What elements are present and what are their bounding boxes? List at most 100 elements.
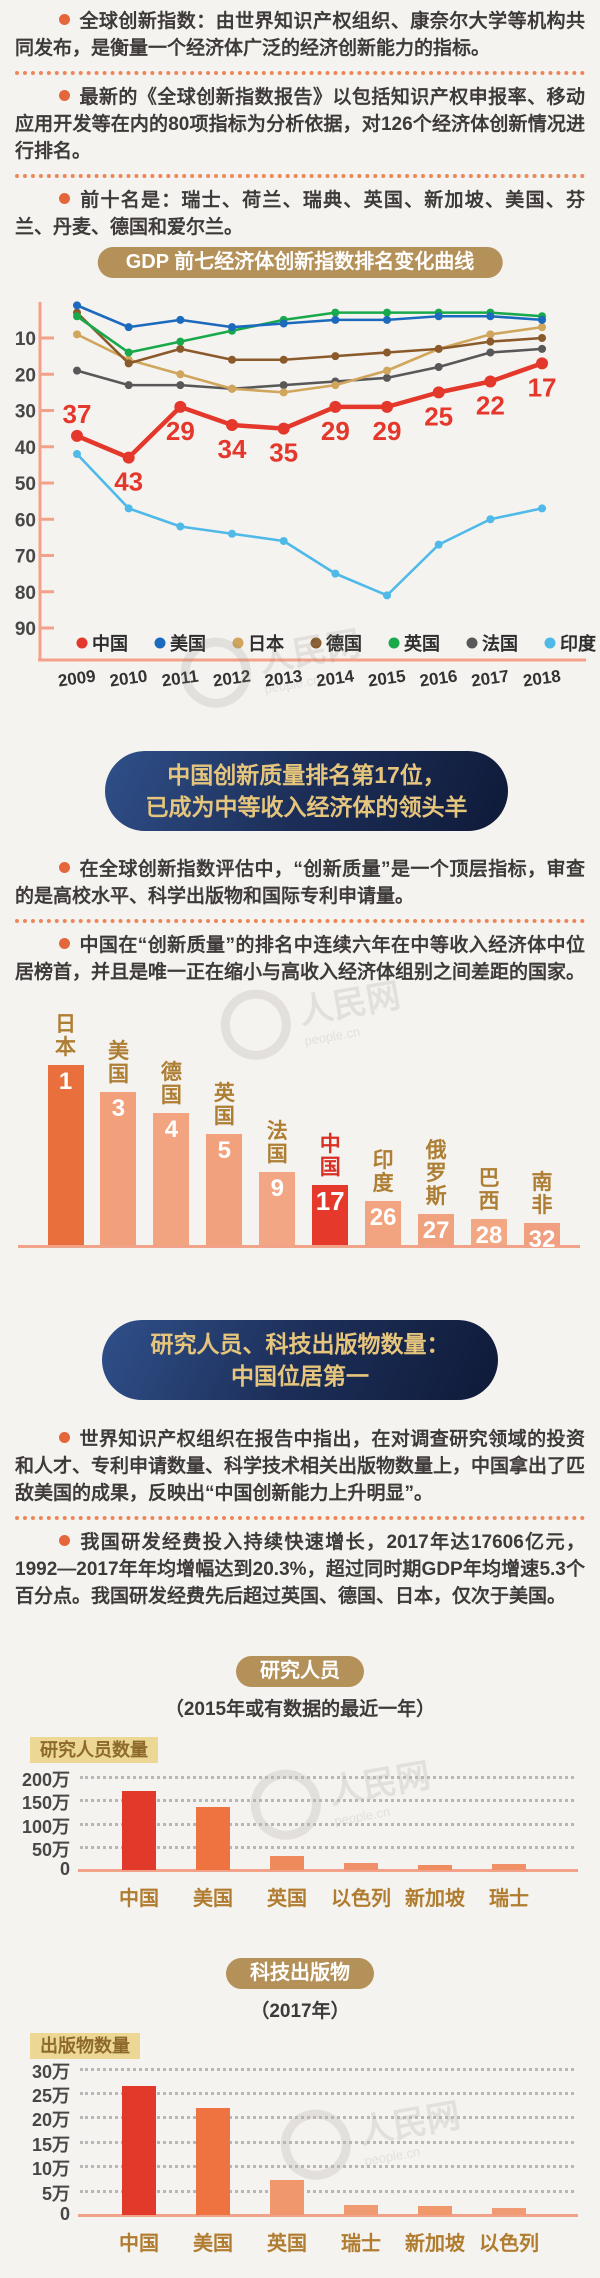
quality-chart-baseline (18, 1245, 580, 1248)
y-tick-label: 80 (15, 583, 36, 604)
intro-section: 全球创新指数：由世界知识产权组织、康奈尔大学等机构共同发布，是衡量一个经济体广泛… (15, 8, 585, 241)
data-point-中国 (381, 400, 394, 413)
x-label-中国: 中国 (119, 1888, 159, 1910)
data-point-日本 (228, 384, 237, 393)
quality-bar-法国: 9 (259, 1172, 296, 1245)
bar-以色列 (344, 1863, 378, 1870)
wipo-bullet-2-text: 我国研发经费投入持续快速增长，2017年达17606亿元，1992—2017年年… (15, 1532, 585, 1607)
data-point-法国 (434, 363, 443, 371)
legend-dot-印度 (544, 637, 556, 649)
bar-瑞士 (344, 2205, 378, 2215)
y-tick-label: 25万 (31, 2086, 70, 2106)
quality-rank-value: 26 (369, 1204, 397, 1231)
data-point-美国 (228, 323, 237, 332)
intro-bullet-1: 全球创新指数：由世界知识产权组织、康奈尔大学等机构共同发布，是衡量一个经济体广泛… (15, 8, 585, 62)
data-point-美国 (486, 312, 495, 321)
y-tick-label: 0 (59, 2204, 70, 2224)
quality-country-label-中国: 中 国 (319, 1133, 341, 1179)
data-point-英国 (383, 308, 392, 317)
data-point-德国 (279, 355, 288, 364)
dotted-separator (15, 919, 585, 923)
data-point-中国 (71, 429, 83, 442)
y-tick-label: 100万 (21, 1816, 70, 1837)
data-point-德国 (486, 337, 495, 346)
y-tick-label: 0 (59, 1859, 70, 1879)
x-tick-label: 2010 (108, 666, 148, 690)
intro-bullet-1-text: 全球创新指数：由世界知识产权组织、康奈尔大学等机构共同发布，是衡量一个经济体广泛… (15, 11, 585, 59)
bullet-dot-icon (59, 90, 70, 102)
bar-中国 (122, 1791, 156, 1870)
data-point-法国 (279, 381, 288, 390)
china-rank-label: 29 (373, 416, 402, 446)
publications-badge: 科技出版物 (226, 1958, 374, 1989)
legend-label-印度: 印度 (560, 633, 597, 654)
data-point-印度 (279, 537, 288, 545)
banner-researchers-publications: 研究人员、科技出版物数量： 中国位居第一 (102, 1320, 498, 1400)
data-point-印度 (538, 504, 547, 513)
x-label-以色列: 以色列 (331, 1888, 391, 1910)
bullet-dot-icon (59, 193, 70, 205)
x-tick-label: 2016 (418, 666, 458, 690)
data-point-美国 (434, 312, 443, 321)
data-point-印度 (434, 540, 443, 549)
quality-rank-value: 27 (422, 1217, 450, 1244)
data-point-印度 (331, 569, 340, 578)
y-tick-label: 10万 (31, 2159, 70, 2180)
china-rank-label: 29 (166, 416, 195, 446)
innovation-quality-rank-bar-chart: 1 日 本 3 美 国 4 德 国 5 英 国 9 法 国 17 中 国 26 印 度 27 俄 罗 斯 28 巴… (0, 1005, 600, 1255)
data-point-德国 (176, 344, 185, 353)
legend-dot-英国 (388, 637, 400, 649)
bullet-dot-icon (59, 14, 70, 26)
bar-英国 (270, 2180, 304, 2215)
data-point-英国 (176, 337, 185, 346)
bar-新加坡 (418, 1865, 452, 1870)
x-axis-baseline (78, 2214, 578, 2217)
data-point-印度 (73, 450, 81, 458)
data-point-中国 (122, 451, 135, 464)
x-label-瑞士: 瑞士 (341, 2233, 381, 2255)
data-point-法国 (486, 348, 495, 357)
bullet-dot-icon (59, 938, 70, 950)
wipo-text-section: 世界知识产权组织在报告中指出，在对调查研究领域的投资和人才、专利申请数量、科学技… (15, 1426, 585, 1610)
x-label-中国: 中国 (119, 2233, 159, 2255)
data-point-德国 (538, 334, 547, 342)
data-point-美国 (383, 315, 392, 324)
x-tick-label: 2017 (470, 666, 510, 690)
legend-dot-中国 (76, 637, 88, 649)
legend-dot-法国 (466, 637, 478, 649)
x-tick-label: 2011 (161, 667, 200, 691)
quality-bar-俄罗斯: 27 (418, 1214, 455, 1245)
y-tick-label: 200万 (21, 1770, 70, 1790)
data-point-美国 (331, 315, 340, 324)
bar-中国 (122, 2086, 156, 2215)
x-label-新加坡: 新加坡 (405, 1888, 465, 1910)
quality-country-label-南非: 南 非 (531, 1171, 553, 1217)
data-point-德国 (434, 344, 443, 353)
x-label-美国: 美国 (193, 2233, 233, 2255)
y-tick-label: 150万 (21, 1793, 70, 1814)
banner-innovation-quality: 中国创新质量排名第17位， 已成为中等收入经济体的领头羊 (105, 751, 508, 831)
data-point-日本 (331, 381, 340, 390)
dotted-separator (15, 174, 585, 178)
x-axis-baseline (78, 1869, 578, 1872)
y-tick-label: 70 (15, 547, 36, 568)
quality-rank-value: 17 (315, 1186, 345, 1216)
china-rank-label: 34 (218, 434, 247, 464)
wipo-bullet-1: 世界知识产权组织在报告中指出，在对调查研究领域的投资和人才、专利申请数量、科学技… (15, 1426, 585, 1507)
china-rank-label: 25 (424, 401, 453, 431)
x-tick-label: 2013 (263, 666, 303, 690)
china-rank-label: 43 (114, 467, 143, 497)
quality-bar-南非: 32 (523, 1223, 560, 1253)
china-rank-label: 22 (476, 391, 505, 421)
gridline (80, 2067, 574, 2071)
legend-label-日本: 日本 (248, 633, 284, 654)
y-tick-label: 40 (15, 438, 36, 459)
quality-bar-印度: 26 (365, 1201, 402, 1245)
line-series-印度 (76, 453, 543, 597)
data-point-美国 (176, 315, 185, 324)
y-tick-label: 30 (15, 402, 36, 423)
bullet-dot-icon (59, 1535, 70, 1547)
data-point-法国 (383, 373, 392, 382)
legend-dot-日本 (232, 637, 244, 649)
data-point-法国 (124, 381, 133, 390)
